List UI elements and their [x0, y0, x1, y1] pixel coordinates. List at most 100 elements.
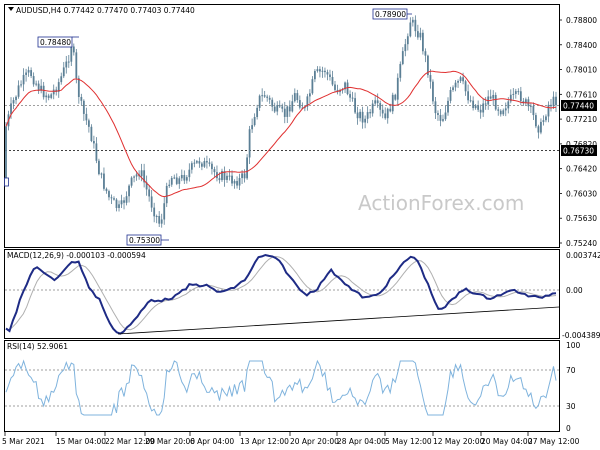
candle: [35, 80, 38, 87]
price-tick-label: 0.78010: [566, 66, 597, 75]
candle: [246, 154, 248, 180]
candle: [283, 101, 286, 124]
candle: [499, 109, 502, 117]
price-tick-label: 0.78800: [566, 16, 597, 25]
time-tick-label: 5 Mar 2021: [2, 437, 45, 446]
candle: [396, 73, 399, 105]
candle: [60, 72, 63, 85]
candle: [454, 80, 457, 92]
candle: [180, 169, 183, 182]
annotation-high-march: 0.78480: [37, 36, 79, 48]
candle: [238, 173, 241, 190]
candle: [472, 96, 475, 111]
annotation-high-may: 0.78900: [372, 8, 412, 20]
candle: [484, 97, 487, 110]
price-tag: 0.77440: [561, 100, 597, 111]
macd-tick-bottom: -0.004389: [562, 331, 600, 340]
rsi-title: RSI(14) 52.9061: [7, 342, 68, 351]
candle: [482, 98, 485, 117]
candle: [75, 49, 78, 84]
price-candles: [5, 15, 557, 228]
candle: [522, 97, 525, 106]
candle: [221, 168, 223, 182]
candle: [108, 189, 110, 201]
macd-trendline: [117, 306, 560, 335]
price-tick-label: 0.75630: [566, 214, 597, 223]
candle: [145, 175, 148, 196]
candle: [449, 86, 452, 104]
candle: [248, 125, 251, 164]
candle: [474, 104, 477, 110]
candle: [12, 97, 15, 110]
candle: [467, 84, 470, 104]
candle: [399, 61, 402, 82]
candle: [537, 124, 540, 139]
candle: [364, 115, 367, 129]
candle: [509, 89, 512, 104]
candle: [276, 101, 279, 116]
candle: [419, 27, 422, 41]
macd-tick-zero: 0.00: [566, 286, 583, 295]
moving-average-line: [5, 70, 557, 198]
candle: [153, 202, 156, 223]
candle: [82, 99, 85, 121]
time-tick-label: 20 Apr 20:00: [290, 437, 339, 446]
candle: [421, 29, 424, 55]
candle: [497, 106, 500, 116]
candle: [394, 93, 397, 101]
candle: [391, 92, 394, 115]
candle: [251, 118, 254, 133]
candle: [266, 94, 269, 102]
candle: [334, 80, 336, 93]
candle: [326, 69, 329, 81]
candle: [113, 196, 115, 201]
candle: [105, 187, 108, 194]
candle: [494, 92, 497, 111]
candle: [268, 95, 271, 104]
candle: [32, 72, 35, 87]
candle: [427, 54, 429, 78]
candle: [57, 78, 60, 98]
price-panel-dropdown-icon[interactable]: [8, 7, 14, 11]
candle: [256, 104, 259, 120]
candle: [27, 66, 30, 77]
candle: [429, 69, 432, 89]
macd-panel-frame: [4, 249, 560, 339]
candle: [203, 157, 206, 168]
candle: [211, 161, 213, 175]
candle: [50, 92, 53, 100]
candle: [477, 100, 480, 112]
candle: [236, 176, 238, 189]
candle: [243, 169, 246, 183]
candle: [442, 114, 444, 123]
time-tick-label: 27 May 12:00: [528, 437, 580, 446]
candle: [489, 89, 492, 100]
candle: [532, 102, 535, 121]
candle: [115, 198, 118, 212]
candle: [321, 66, 324, 78]
candle: [547, 101, 550, 123]
candle: [118, 200, 120, 212]
candle: [288, 100, 291, 117]
candle: [301, 102, 304, 110]
left-edge-marker: [4, 177, 9, 187]
candle: [40, 79, 43, 94]
candle: [374, 96, 377, 107]
rsi-tick-100: 100: [566, 341, 581, 350]
rsi-tick-30: 30: [566, 402, 576, 411]
candle: [72, 43, 75, 56]
candle: [459, 75, 462, 83]
candle: [120, 194, 123, 209]
candle: [80, 93, 83, 106]
time-tick-label: 20 May 04:00: [481, 437, 533, 446]
candle: [439, 108, 442, 127]
candle: [386, 107, 389, 124]
time-tick-label: 13 Apr 12:00: [240, 437, 289, 446]
candle: [226, 172, 228, 183]
candle: [65, 55, 68, 74]
candle: [190, 161, 193, 174]
candle: [331, 70, 334, 87]
candle: [263, 90, 266, 98]
candle: [37, 80, 40, 94]
candle: [273, 102, 276, 114]
